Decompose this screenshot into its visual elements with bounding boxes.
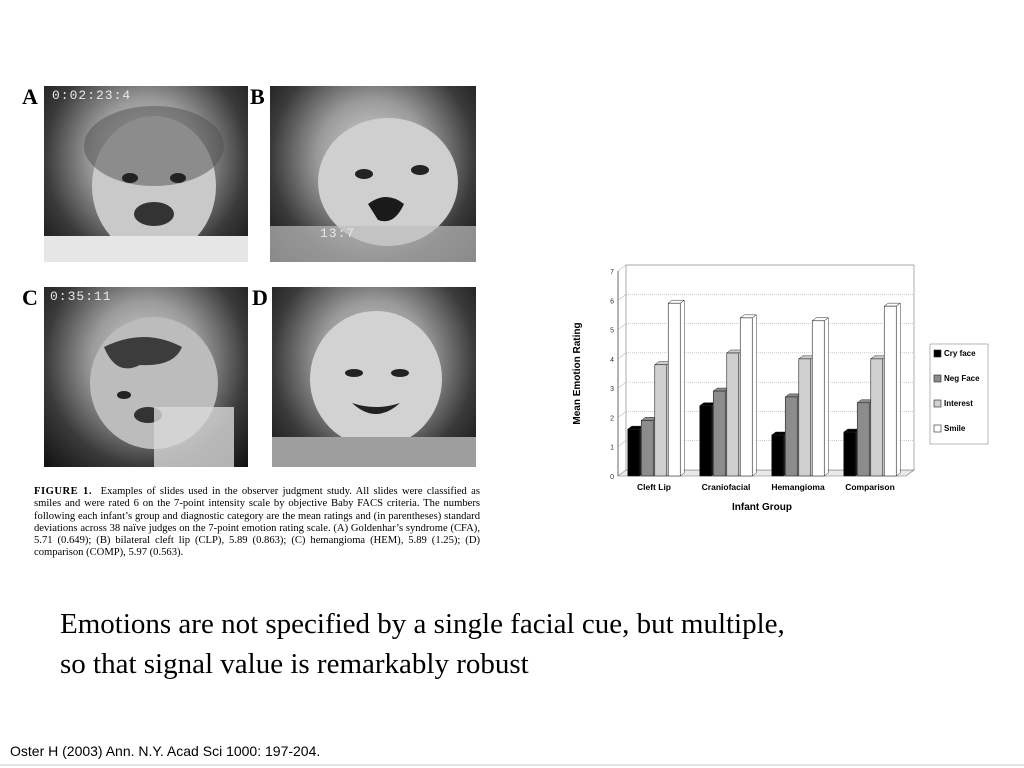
y-tick-label: 5	[610, 328, 614, 335]
citation: Oster H (2003) Ann. N.Y. Acad Sci 1000: …	[10, 743, 321, 759]
y-tick-label: 7	[610, 269, 614, 276]
panel-letter-a: A	[22, 84, 38, 109]
legend-swatch	[933, 349, 942, 358]
slide-body-text: Emotions are not specified by a single f…	[60, 604, 940, 684]
emotion-rating-chart: 0 1 2 3 4 5 6 7 Cleft Lip Craniofacial Hemangioma C…	[560, 262, 1000, 522]
bar-neg-face	[784, 396, 798, 477]
bar-neg-face	[856, 402, 870, 477]
x-tick-label: Comparison	[845, 482, 895, 492]
y-tick-label: 2	[610, 415, 614, 422]
figure-caption: FIGURE 1. Examples of slides used in the…	[34, 486, 480, 560]
y-tick-label: 1	[610, 445, 614, 452]
bar-cry-face	[771, 434, 785, 477]
bar-cry-face	[843, 431, 857, 477]
body-line-1: Emotions are not specified by a single f…	[60, 608, 785, 640]
bar-smile	[883, 305, 897, 477]
panel-letter-d: D	[252, 285, 268, 310]
bar-neg-face	[640, 420, 654, 477]
y-axis-label: Mean Emotion Rating	[572, 322, 583, 424]
bar-side	[680, 299, 685, 477]
legend-label: Smile	[944, 424, 966, 433]
legend-swatch	[933, 374, 942, 383]
y-tick-label: 0	[610, 474, 614, 481]
bottom-divider	[0, 764, 1024, 766]
gridline-side	[617, 440, 627, 447]
panel-letter-c: C	[22, 285, 38, 310]
y-tick-label: 6	[610, 298, 614, 305]
bar-neg-face	[712, 390, 726, 477]
panel-letter-b: B	[250, 84, 265, 109]
legend-label: Cry face	[944, 349, 976, 358]
gridline-side	[617, 264, 627, 272]
y-tick-label: 3	[610, 386, 614, 393]
infant-photo-c: 0:35:11	[44, 287, 248, 467]
bar-side	[824, 317, 829, 477]
y-tick-label: 4	[610, 357, 614, 364]
timecode-a: 0:02:23:4	[52, 88, 132, 103]
gridline-side	[617, 411, 627, 418]
bar-cry-face	[627, 428, 641, 477]
legend-label: Interest	[944, 399, 973, 408]
body-line-2: so that signal value is remarkably robus…	[60, 648, 529, 680]
bar-interest	[798, 358, 812, 477]
timecode-c: 0:35:11	[50, 289, 112, 304]
infant-photo-a: 0:02:23:4	[44, 86, 248, 262]
gridline-side	[617, 352, 627, 360]
legend-label: Neg Face	[944, 374, 980, 383]
bar-interest	[654, 364, 668, 477]
legend-swatch	[933, 424, 942, 433]
x-tick-label: Cleft Lip	[637, 482, 671, 492]
legend-swatch	[933, 399, 942, 408]
gridline-side	[617, 294, 627, 301]
bar-smile	[811, 320, 825, 477]
x-axis-label: Infant Group	[732, 502, 792, 513]
x-tick-label: Hemangioma	[771, 482, 825, 492]
bar-smile	[739, 317, 753, 477]
bar-cry-face	[699, 405, 713, 477]
bar-smile	[667, 302, 681, 477]
infant-photo-d	[272, 287, 476, 467]
bar-interest	[726, 352, 740, 477]
gridline-side	[617, 469, 627, 477]
gridline-side	[617, 381, 627, 389]
x-tick-label: Craniofacial	[702, 482, 751, 492]
bar-chart-svg: 0 1 2 3 4 5 6 7 Cleft Lip Craniofacial Hemangioma C…	[572, 264, 989, 513]
bar-side	[896, 302, 901, 477]
figure-caption-label: FIGURE 1.	[34, 486, 92, 497]
bar-side	[752, 314, 757, 477]
bar-interest	[870, 358, 884, 477]
infant-photo-b: 13:7	[270, 86, 476, 262]
timecode-b: 13:7	[320, 226, 356, 241]
figure-caption-text: Examples of slides used in the observer …	[34, 486, 480, 559]
gridline-side	[617, 323, 627, 330]
